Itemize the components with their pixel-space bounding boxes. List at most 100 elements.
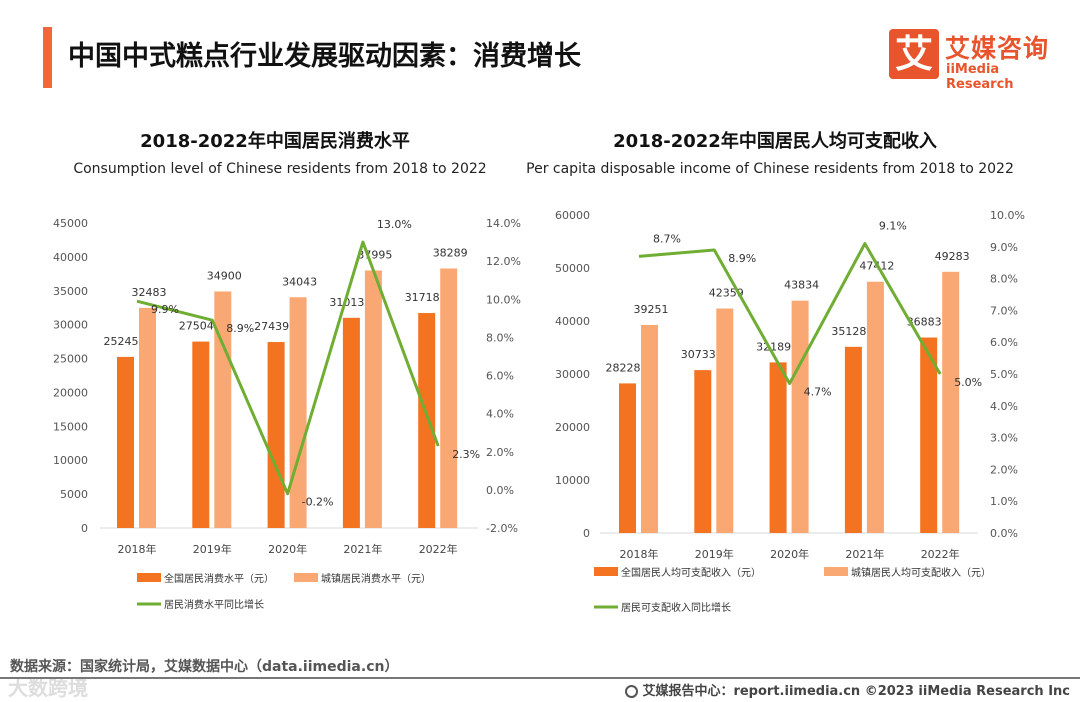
chart2-y2-tick: 6.0% xyxy=(990,336,1018,349)
chart2-bar-label-national: 28228 xyxy=(606,361,641,374)
chart2-bar-national xyxy=(920,337,938,533)
chart1-bar-label-urban: 34900 xyxy=(207,269,242,282)
chart1-y-tick: 25000 xyxy=(53,353,88,366)
chart1-y-tick: 40000 xyxy=(53,251,88,264)
chart1-bar-national xyxy=(418,313,436,528)
chart2-bar-label-national: 36883 xyxy=(907,316,942,329)
iimedia-logo: 艾 艾媒咨询 iiMedia Research xyxy=(889,29,1064,92)
chart2-y-tick: 10000 xyxy=(555,474,590,487)
chart2-bar-label-national: 30733 xyxy=(681,348,716,361)
chart2-bar-label-urban: 39251 xyxy=(634,303,669,316)
chart2-bar-national xyxy=(769,362,787,533)
footer-text: 艾媒报告中心：report.iimedia.cn ©2023 iiMedia R… xyxy=(642,684,1070,699)
chart2-y-tick: 50000 xyxy=(555,262,590,275)
chart2-bar-label-national: 32189 xyxy=(756,340,791,353)
chart1-y-tick: 5000 xyxy=(60,488,88,501)
data-source: 数据来源：国家统计局，艾媒数据中心（data.iimedia.cn） xyxy=(10,659,399,675)
chart2-y2-tick: 0.0% xyxy=(990,527,1018,540)
chart2-subtitle: Per capita disposable income of Chinese … xyxy=(526,161,1014,177)
chart1-y-tick: 0 xyxy=(81,522,88,535)
chart1-growth-line xyxy=(136,240,440,496)
chart1-bar-label-national: 31718 xyxy=(405,291,440,304)
chart2-y-tick: 60000 xyxy=(555,209,590,222)
chart2-y2-tick: 9.0% xyxy=(990,241,1018,254)
chart2-legend-swatch xyxy=(824,567,848,576)
chart2-bar-national xyxy=(694,370,712,533)
globe-icon xyxy=(625,685,639,698)
chart2-bar-label-urban: 49283 xyxy=(935,250,970,263)
chart2-legend-label: 全国居民人均可支配收入（元） xyxy=(621,566,761,579)
chart2-line-label: 4.7% xyxy=(804,386,832,399)
chart2-bar-urban xyxy=(942,271,960,533)
chart1-x-tick: 2020年 xyxy=(268,542,307,556)
chart1-bar-national xyxy=(117,356,134,528)
chart2-y2-tick: 1.0% xyxy=(990,495,1018,508)
chart2-legend-label: 城镇居民人均可支配收入（元） xyxy=(851,566,991,579)
chart2-x-tick: 2019年 xyxy=(695,547,734,561)
chart2-y2-tick: 4.0% xyxy=(990,400,1018,413)
chart1-y2-tick: 8.0% xyxy=(486,331,514,344)
chart2-bar-urban xyxy=(791,300,809,533)
chart2-legend-label: 居民可支配收入同比增长 xyxy=(621,601,731,614)
chart2-y2-tick: 10.0% xyxy=(990,209,1025,222)
chart1-legend-label: 全国居民消费水平（元） xyxy=(164,572,274,585)
chart1-line-label: 8.9% xyxy=(226,322,254,335)
chart1-x-tick: 2022年 xyxy=(419,542,458,556)
chart1-x-tick: 2018年 xyxy=(118,542,157,556)
chart2-bar-urban xyxy=(716,308,734,533)
chart1-bar-national xyxy=(192,341,210,528)
chart1-bar-label-national: 25245 xyxy=(104,335,139,348)
chart1-bar-label-urban: 32483 xyxy=(132,286,167,299)
chart2-y2-tick: 7.0% xyxy=(990,304,1018,317)
chart2-line-label: 8.9% xyxy=(728,252,756,265)
chart1-legend-swatch xyxy=(294,573,318,582)
chart2-y-tick: 0 xyxy=(583,527,590,540)
chart1-y-tick: 15000 xyxy=(53,420,88,433)
chart1-y-tick: 10000 xyxy=(53,454,88,467)
chart2-bar-label-urban: 43834 xyxy=(784,279,819,292)
logo-en-text: iiMedia Research xyxy=(946,62,1014,92)
chart1-bar-label-national: 31013 xyxy=(329,296,364,309)
chart1-y-tick: 30000 xyxy=(53,319,88,332)
chart2-x-tick: 2020年 xyxy=(770,547,809,561)
chart1-y2-tick: 2.0% xyxy=(486,446,514,459)
chart2-y-tick: 20000 xyxy=(555,421,590,434)
chart2-y2-tick: 5.0% xyxy=(990,368,1018,381)
chart2-y-tick: 30000 xyxy=(555,368,590,381)
chart1-line-label: 13.0% xyxy=(377,218,412,231)
chart2-bar-urban xyxy=(866,281,884,533)
footer-divider xyxy=(0,677,1080,679)
chart2-bar-label-national: 35128 xyxy=(831,325,866,338)
chart1-line-label: 9.9% xyxy=(151,303,179,316)
chart1-bar-label-urban: 34043 xyxy=(282,275,317,288)
chart2-bar-national xyxy=(844,346,862,533)
chart1-y2-tick: 14.0% xyxy=(486,217,521,230)
chart1-y-tick: 45000 xyxy=(53,217,88,230)
chart1-y-tick: 20000 xyxy=(53,386,88,399)
chart1-x-tick: 2019年 xyxy=(193,542,232,556)
footer-credit: 艾媒报告中心：report.iimedia.cn ©2023 iiMedia R… xyxy=(625,680,1070,699)
chart1-y2-tick: 6.0% xyxy=(486,370,514,383)
chart2-line-label: 9.1% xyxy=(879,220,907,233)
chart1-bar-urban xyxy=(440,268,458,528)
chart2-y2-tick: 8.0% xyxy=(990,273,1018,286)
chart1-legend-label: 城镇居民消费水平（元） xyxy=(321,572,431,585)
chart1-legend-swatch xyxy=(137,573,161,582)
chart1-bar-label-urban: 37995 xyxy=(357,248,392,261)
chart1-title: 2018-2022年中国居民消费水平 xyxy=(140,131,410,152)
chart1-bar-urban xyxy=(364,270,382,528)
chart1-x-tick: 2021年 xyxy=(343,542,382,556)
chart2-y2-tick: 3.0% xyxy=(990,432,1018,445)
chart1-y-tick: 35000 xyxy=(53,285,88,298)
chart1-line-label: -0.2% xyxy=(302,496,334,509)
page-title: 中国中式糕点行业发展驱动因素：消费增长 xyxy=(68,41,581,72)
chart1-bar-label-national: 27504 xyxy=(179,320,214,333)
chart2-line-label: 8.7% xyxy=(653,232,681,245)
chart2-x-tick: 2018年 xyxy=(620,547,659,561)
chart1-y2-tick: 0.0% xyxy=(486,484,514,497)
chart1-y2-tick: 12.0% xyxy=(486,255,521,268)
chart1-bar-national xyxy=(342,317,360,528)
chart2-y-tick: 40000 xyxy=(555,315,590,328)
